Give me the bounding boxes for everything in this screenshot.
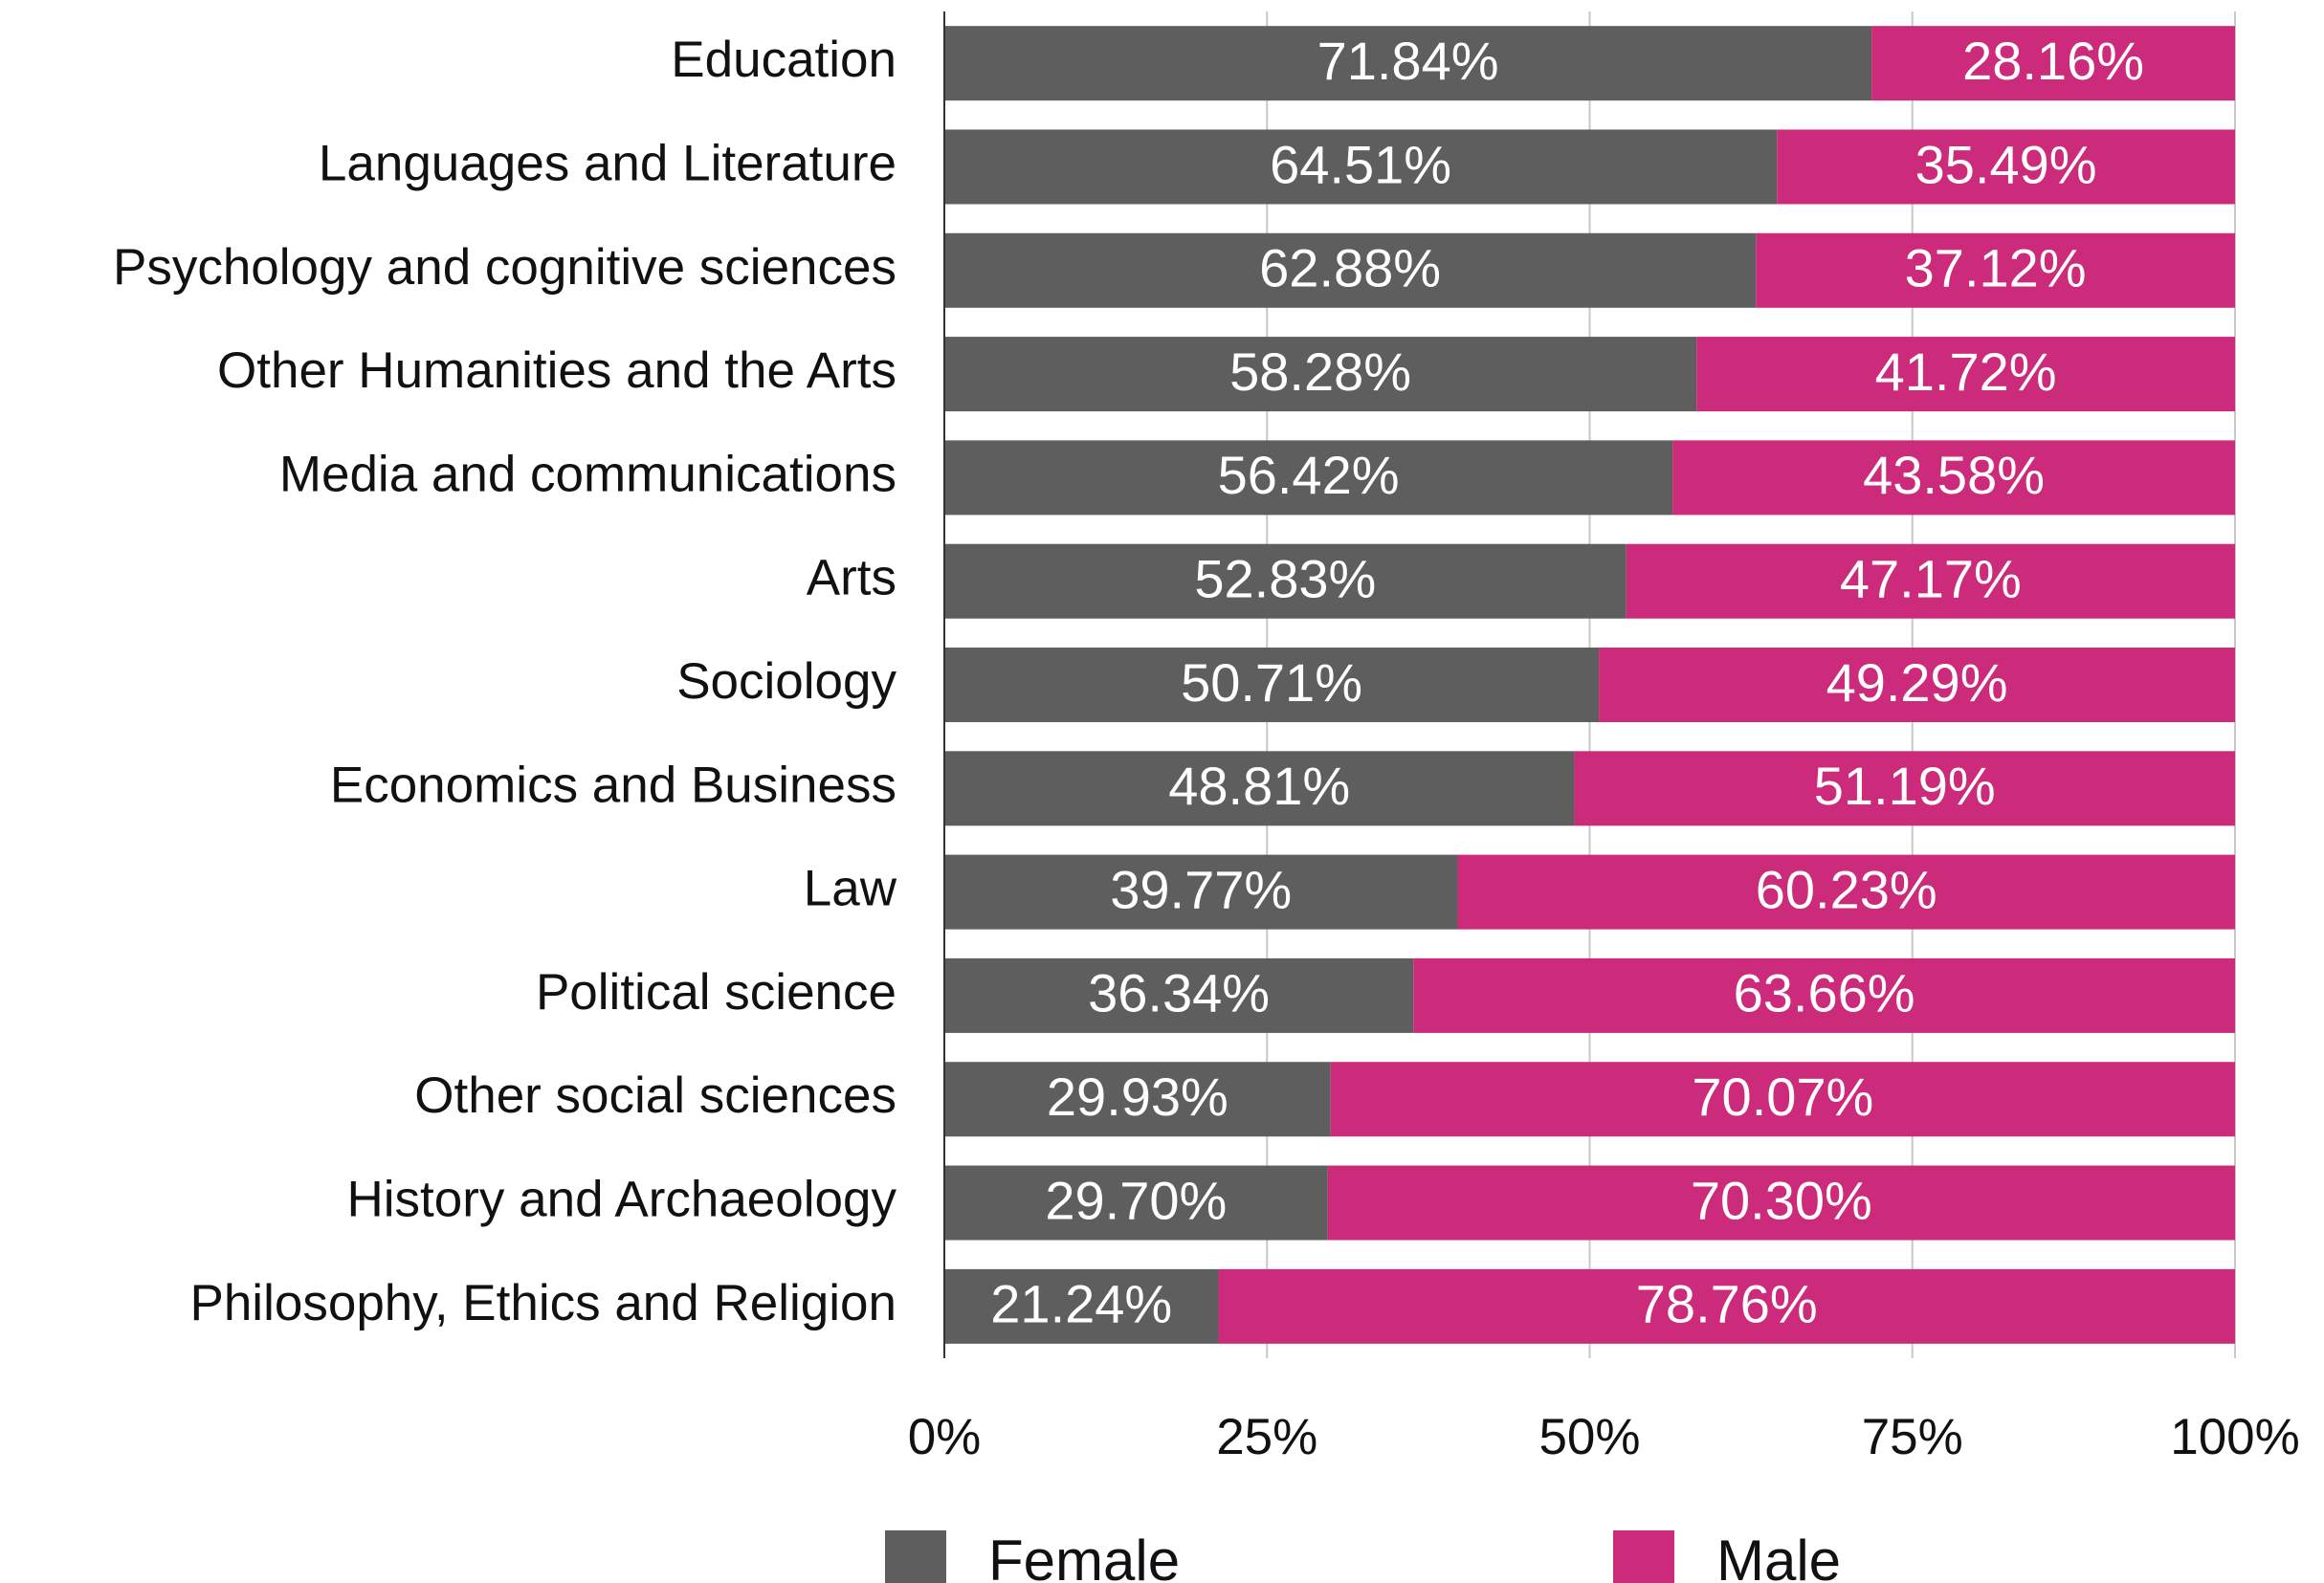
data-label: 51.19% <box>1814 756 1996 816</box>
data-label: 70.30% <box>1691 1170 1872 1230</box>
data-label: 56.42% <box>1218 445 1400 505</box>
y-tick-label: Sociology <box>676 653 896 710</box>
bar-segment <box>1626 543 2235 619</box>
data-label: 36.34% <box>1088 963 1270 1023</box>
y-tick-label: Other social sciences <box>414 1067 896 1124</box>
x-tick-label: 100% <box>2170 1409 2300 1465</box>
data-label: 48.81% <box>1168 756 1350 816</box>
legend-label: Male <box>1716 1528 1841 1583</box>
data-label: 58.28% <box>1229 341 1411 402</box>
bar-segment <box>944 440 1673 516</box>
bar-segment <box>1218 1268 2235 1344</box>
data-label: 52.83% <box>1194 548 1376 608</box>
y-tick-label: Psychology and cognitive sciences <box>113 239 896 296</box>
data-label: 35.49% <box>1915 134 2097 194</box>
y-tick-label: History and Archaeology <box>347 1172 897 1228</box>
y-tick-label: Media and communications <box>279 446 896 502</box>
bar-segment <box>1756 232 2235 308</box>
bar-segment <box>1672 440 2235 516</box>
bar-segment <box>944 26 1872 101</box>
bar-segment <box>944 957 1414 1033</box>
bar-segment <box>1413 957 2235 1033</box>
y-tick-label: Education <box>671 32 896 88</box>
bar-segment <box>944 648 1600 722</box>
y-tick-label: Arts <box>807 550 896 606</box>
x-tick-label: 25% <box>1216 1409 1317 1465</box>
data-label: 47.17% <box>1840 548 2022 608</box>
data-label: 62.88% <box>1259 238 1441 298</box>
bar-segment <box>1777 129 2235 205</box>
y-tick-label: Political science <box>536 964 896 1021</box>
y-tick-label: Economics and Business <box>330 757 896 813</box>
data-label: 63.66% <box>1734 963 1915 1023</box>
data-label: 29.70% <box>1045 1170 1227 1230</box>
data-label: 71.84% <box>1317 31 1499 91</box>
x-tick-label: 75% <box>1862 1409 1963 1465</box>
data-label: 37.12% <box>1905 238 2087 298</box>
bar-segment <box>944 1268 1219 1344</box>
data-label: 39.77% <box>1110 859 1292 919</box>
bar-segment <box>1696 337 2235 412</box>
bar-segment <box>1871 26 2235 101</box>
legend-swatch <box>885 1530 946 1583</box>
bar-segment <box>944 129 1778 205</box>
bar-segment <box>944 854 1458 930</box>
bar-segment <box>1330 1062 2235 1137</box>
x-tick-label: 50% <box>1538 1409 1640 1465</box>
data-label: 43.58% <box>1863 445 2045 505</box>
bar-segment <box>944 543 1627 619</box>
legend-swatch <box>1613 1530 1674 1583</box>
data-label: 60.23% <box>1756 859 1937 919</box>
y-tick-label: Philosophy, Ethics and Religion <box>189 1275 896 1331</box>
legend-label: Female <box>988 1528 1180 1583</box>
data-label: 21.24% <box>990 1274 1172 1334</box>
y-tick-label: Other Humanities and the Arts <box>217 342 896 399</box>
data-label: 49.29% <box>1826 652 2008 713</box>
data-label: 29.93% <box>1047 1066 1228 1127</box>
bar-segment <box>944 232 1757 308</box>
data-label: 70.07% <box>1692 1066 1873 1127</box>
data-label: 28.16% <box>1962 31 2144 91</box>
bar-segment <box>944 1062 1331 1137</box>
bar-segment <box>944 337 1697 412</box>
bar-segment <box>1327 1165 2235 1241</box>
bar-segment <box>944 1165 1328 1241</box>
bar-segment <box>1574 751 2235 826</box>
data-label: 41.72% <box>1875 341 2057 402</box>
bar-segment <box>1599 648 2235 722</box>
data-label: 64.51% <box>1270 134 1451 194</box>
bar-segment <box>1457 854 2235 930</box>
data-label: 50.71% <box>1181 652 1362 713</box>
data-label: 78.76% <box>1636 1274 1818 1334</box>
bar-segment <box>944 751 1575 826</box>
y-tick-label: Law <box>804 861 897 917</box>
x-tick-label: 0% <box>908 1409 982 1465</box>
y-tick-label: Languages and Literature <box>319 135 896 191</box>
